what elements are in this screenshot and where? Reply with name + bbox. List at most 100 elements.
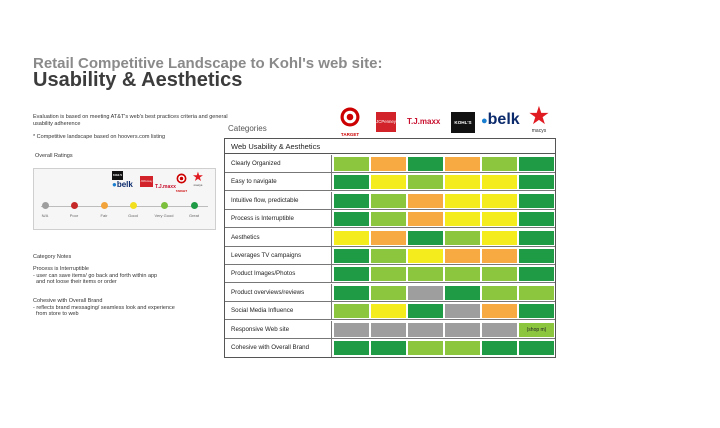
row-label: Social Media Influence	[225, 302, 332, 321]
rating-fair: Fair	[89, 202, 119, 218]
rating-cell-macys	[519, 304, 554, 319]
rating-cell-t-j-maxx	[408, 230, 443, 245]
category-note-line: - reflects brand messaging/ seamless loo…	[33, 304, 175, 311]
rating-dot-icon	[70, 202, 78, 209]
rating-label: N/A	[41, 213, 49, 218]
row-label: Responsive Web site	[225, 320, 332, 339]
tjmaxx-logo: T.J.maxx	[407, 117, 441, 126]
macys-logo: ★ macys	[527, 102, 551, 135]
row-label: Process is Interruptible	[225, 210, 332, 229]
macys-star-icon: ★	[527, 102, 551, 130]
table-row: Easy to navigate	[225, 173, 555, 192]
category-note-line: - user can save items/ go back and forth…	[33, 272, 158, 279]
kohls-mini-logo: KOHL'S	[112, 171, 123, 180]
rating-cell-t-j-maxx	[408, 249, 443, 263]
rating-cell-target	[334, 157, 369, 171]
rating-cell-belk	[482, 341, 517, 355]
rating-cell-belk	[482, 157, 517, 171]
competitive-note: * Competitive landscape based on hoovers…	[33, 134, 166, 140]
rating-dot-icon	[129, 202, 137, 209]
rating-cell-t-j-maxx	[408, 285, 443, 300]
row-label: Leverages TV campaigns	[225, 247, 332, 265]
rating-cell-kohl-s	[445, 230, 480, 245]
rating-cell-kohl-s	[445, 341, 480, 355]
category-note: Process is Interruptible - user can save …	[33, 266, 228, 286]
target-bullseye-icon	[176, 173, 187, 184]
rating-cell-t-j-maxx	[408, 157, 443, 171]
category-note-line: from store to web	[33, 311, 79, 317]
table-row: Leverages TV campaigns	[225, 247, 555, 265]
macys-star-icon: ★	[192, 169, 204, 184]
rating-cell-kohl-s	[445, 157, 480, 171]
rating-cell-belk	[482, 249, 517, 263]
rating-cell-macys	[519, 157, 554, 171]
rating-good: Good	[118, 202, 148, 218]
rating-cell-t-j-maxx	[408, 304, 443, 319]
rating-cell-t-j-maxx	[408, 267, 443, 282]
rating-cell-jcpenney	[371, 175, 406, 190]
rating-cell-target	[334, 175, 369, 190]
rating-cell-belk	[482, 175, 517, 190]
row-label: Cohesive with Overall Brand	[225, 339, 332, 357]
table-row: Product overviews/reviews	[225, 283, 555, 302]
row-label: Intuitive flow, predictable	[225, 191, 332, 210]
row-label: Clearly Organized	[225, 155, 332, 173]
rating-cell-jcpenney	[371, 304, 406, 319]
rating-cell-macys	[519, 175, 554, 190]
table-row: Product Images/Photos	[225, 265, 555, 284]
target-mini-logo: TARGET	[175, 171, 188, 193]
rating-cell-jcpenney	[371, 212, 406, 227]
belk-swirl-icon: ●	[112, 180, 117, 189]
overall-ratings-panel: KOHL'S ●belk JCPenney T.J.maxx TARGET ★ …	[33, 168, 216, 230]
categories-label: Categories	[228, 124, 267, 133]
table-row: Responsive Web site (shop m)	[225, 320, 555, 339]
belk-mini-logo: ●belk	[112, 180, 133, 189]
rating-cell-target	[334, 322, 369, 337]
rating-label: Good	[128, 213, 138, 218]
rating-cell-target	[334, 212, 369, 227]
ratings-scale-line	[41, 206, 208, 207]
rating-cell-jcpenney	[371, 157, 406, 171]
rating-cell-jcpenney	[371, 322, 406, 337]
category-note-title: Cohesive with Overall Brand	[33, 298, 103, 304]
rating-cell-jcpenney	[371, 249, 406, 263]
rating-cell-t-j-maxx	[408, 322, 443, 337]
rating-cell-jcpenney	[371, 230, 406, 245]
rating-cell-jcpenney	[371, 267, 406, 282]
rating-dot-icon	[100, 202, 108, 209]
category-notes-heading: Category Notes	[33, 254, 72, 260]
slide-title: Usability & Aesthetics	[33, 69, 243, 91]
table-row: Clearly Organized	[225, 155, 555, 173]
rating-cell-target	[334, 304, 369, 319]
rating-cell-jcpenney	[371, 285, 406, 300]
rating-cell-t-j-maxx	[408, 341, 443, 355]
rating-cell-target	[334, 249, 369, 263]
rating-cell-belk	[482, 193, 517, 208]
rating-cell-target	[334, 267, 369, 282]
rating-cell-macys	[519, 341, 554, 355]
rating-cell-target	[334, 230, 369, 245]
rating-cell-macys: (shop m)	[519, 322, 554, 337]
rating-dot-icon	[190, 202, 198, 209]
rating-cell-kohl-s	[445, 175, 480, 190]
evaluation-note: Evaluation is based on meeting AT&T's we…	[33, 114, 228, 127]
table-row: Aesthetics	[225, 228, 555, 247]
rating-n-a: N/A	[30, 202, 60, 218]
jcpenney-mini-logo: JCPenney	[140, 176, 153, 187]
rating-cell-kohl-s	[445, 267, 480, 282]
macys-mini-logo: ★ macys	[192, 169, 204, 187]
rating-cell-jcpenney	[371, 341, 406, 355]
rating-cell-kohl-s	[445, 249, 480, 263]
rating-cell-belk	[482, 322, 517, 337]
rating-cell-t-j-maxx	[408, 175, 443, 190]
rating-cell-macys	[519, 193, 554, 208]
usability-ratings-table: Web Usability & Aesthetics Clearly Organ…	[224, 138, 556, 358]
rating-cell-belk	[482, 285, 517, 300]
table-row: Social Media Influence	[225, 302, 555, 321]
table-header: Web Usability & Aesthetics	[225, 139, 555, 154]
belk-swirl-icon: ●	[481, 115, 488, 127]
rating-cell-belk	[482, 267, 517, 282]
rating-cell-macys	[519, 285, 554, 300]
overall-ratings-label: Overall Ratings	[35, 153, 73, 159]
rating-cell-macys	[519, 267, 554, 282]
